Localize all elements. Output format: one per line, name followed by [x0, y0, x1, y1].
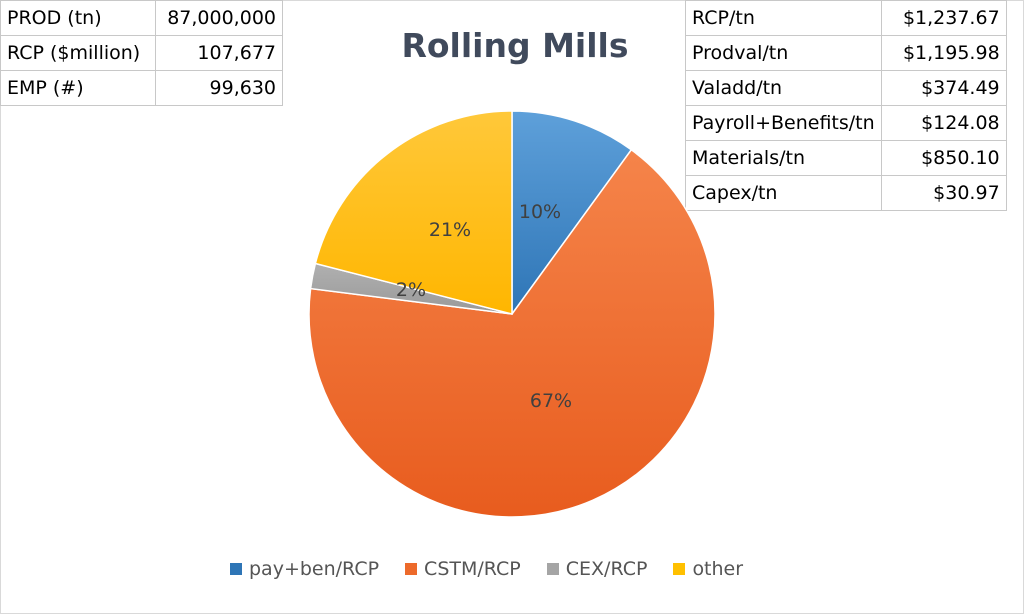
table-row: EMP (#) 99,630 [0, 70, 283, 106]
chart-title: Rolling Mills [401, 26, 629, 65]
slice-data-label: 67% [530, 390, 572, 412]
table-cell-value[interactable]: $1,237.67 [880, 0, 1007, 36]
legend-label: other [692, 558, 744, 580]
table-cell-value[interactable]: 107,677 [155, 35, 283, 71]
legend-label: pay+ben/RCP [249, 558, 380, 580]
table-cell-value[interactable]: 99,630 [155, 70, 283, 106]
table-cell-label[interactable]: RCP/tn [685, 0, 882, 36]
slice-cstm[interactable] [308, 148, 716, 518]
slice-data-label: 2% [396, 279, 426, 301]
table-cell-value[interactable]: $374.49 [880, 70, 1007, 106]
slice-data-label: 10% [519, 201, 561, 223]
slice-other[interactable] [314, 110, 513, 315]
table-cell-label[interactable]: RCP ($million) [0, 35, 156, 71]
table-row: RCP ($million) 107,677 [0, 35, 283, 71]
table-cell-value[interactable]: $1,195.98 [880, 35, 1007, 71]
table-cell-label[interactable]: Prodval/tn [685, 35, 882, 71]
legend-item[interactable]: other [673, 558, 743, 580]
legend-item[interactable]: pay+ben/RCP [230, 558, 379, 580]
table-row: Materials/tn $850.10 [685, 140, 1007, 176]
legend-swatch [546, 563, 559, 575]
legend-label: CSTM/RCP [424, 558, 521, 580]
chart-legend: pay+ben/RCP CSTM/RCP CEX/RCP other [230, 558, 743, 580]
table-cell-value[interactable]: $124.08 [880, 105, 1007, 141]
table-cell-label[interactable]: Payroll+Benefits/tn [685, 105, 882, 141]
legend-swatch [405, 563, 418, 575]
table-row: Prodval/tn $1,195.98 [685, 35, 1007, 71]
table-cell-label[interactable]: Capex/tn [685, 175, 882, 211]
table-row: Capex/tn $30.97 [685, 175, 1007, 211]
legend-item[interactable]: CSTM/RCP [405, 558, 521, 580]
slice-pay-ben[interactable] [511, 110, 633, 317]
per-ton-table: RCP/tn $1,237.67 Prodval/tn $1,195.98 Va… [685, 0, 1007, 211]
table-row: Payroll+Benefits/tn $124.08 [685, 105, 1007, 141]
table-row: RCP/tn $1,237.67 [685, 0, 1007, 36]
slice-data-label: 21% [429, 219, 471, 241]
legend-swatch [230, 563, 242, 575]
table-cell-value[interactable]: $30.97 [880, 175, 1007, 211]
legend-label: CEX/RCP [565, 558, 648, 580]
legend-swatch [673, 563, 686, 575]
legend-item[interactable]: CEX/RCP [546, 558, 648, 580]
summary-table: PROD (tn) 87,000,000 RCP ($million) 107,… [0, 0, 283, 106]
